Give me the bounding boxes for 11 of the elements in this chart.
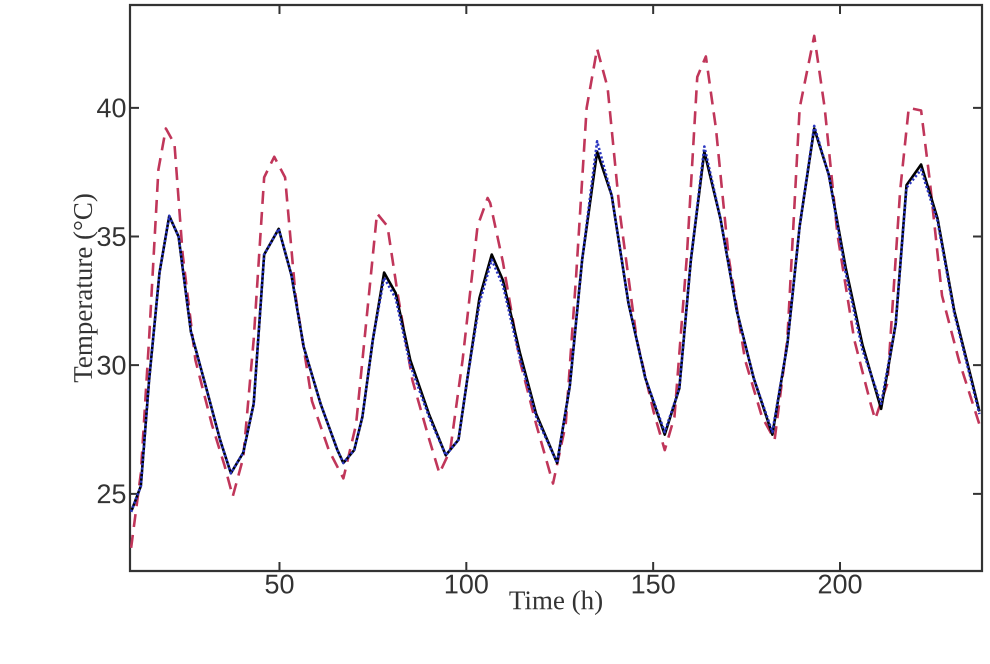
x-tick-label: 150 [632, 574, 675, 594]
y-tick-label: 25 [98, 484, 126, 504]
x-tick-label: 50 [266, 574, 294, 594]
y-tick-label: 30 [97, 356, 126, 375]
x-tick-label: 200 [818, 574, 862, 594]
x-axis-title: Time (h) [509, 590, 602, 615]
y-tick-label: 40 [97, 98, 126, 118]
line-series [130, 34, 981, 550]
y-tick-label: 35 [97, 226, 126, 246]
x-tick-label: 100 [446, 574, 488, 594]
y-axis-title: Temperature (°C) [73, 194, 98, 382]
